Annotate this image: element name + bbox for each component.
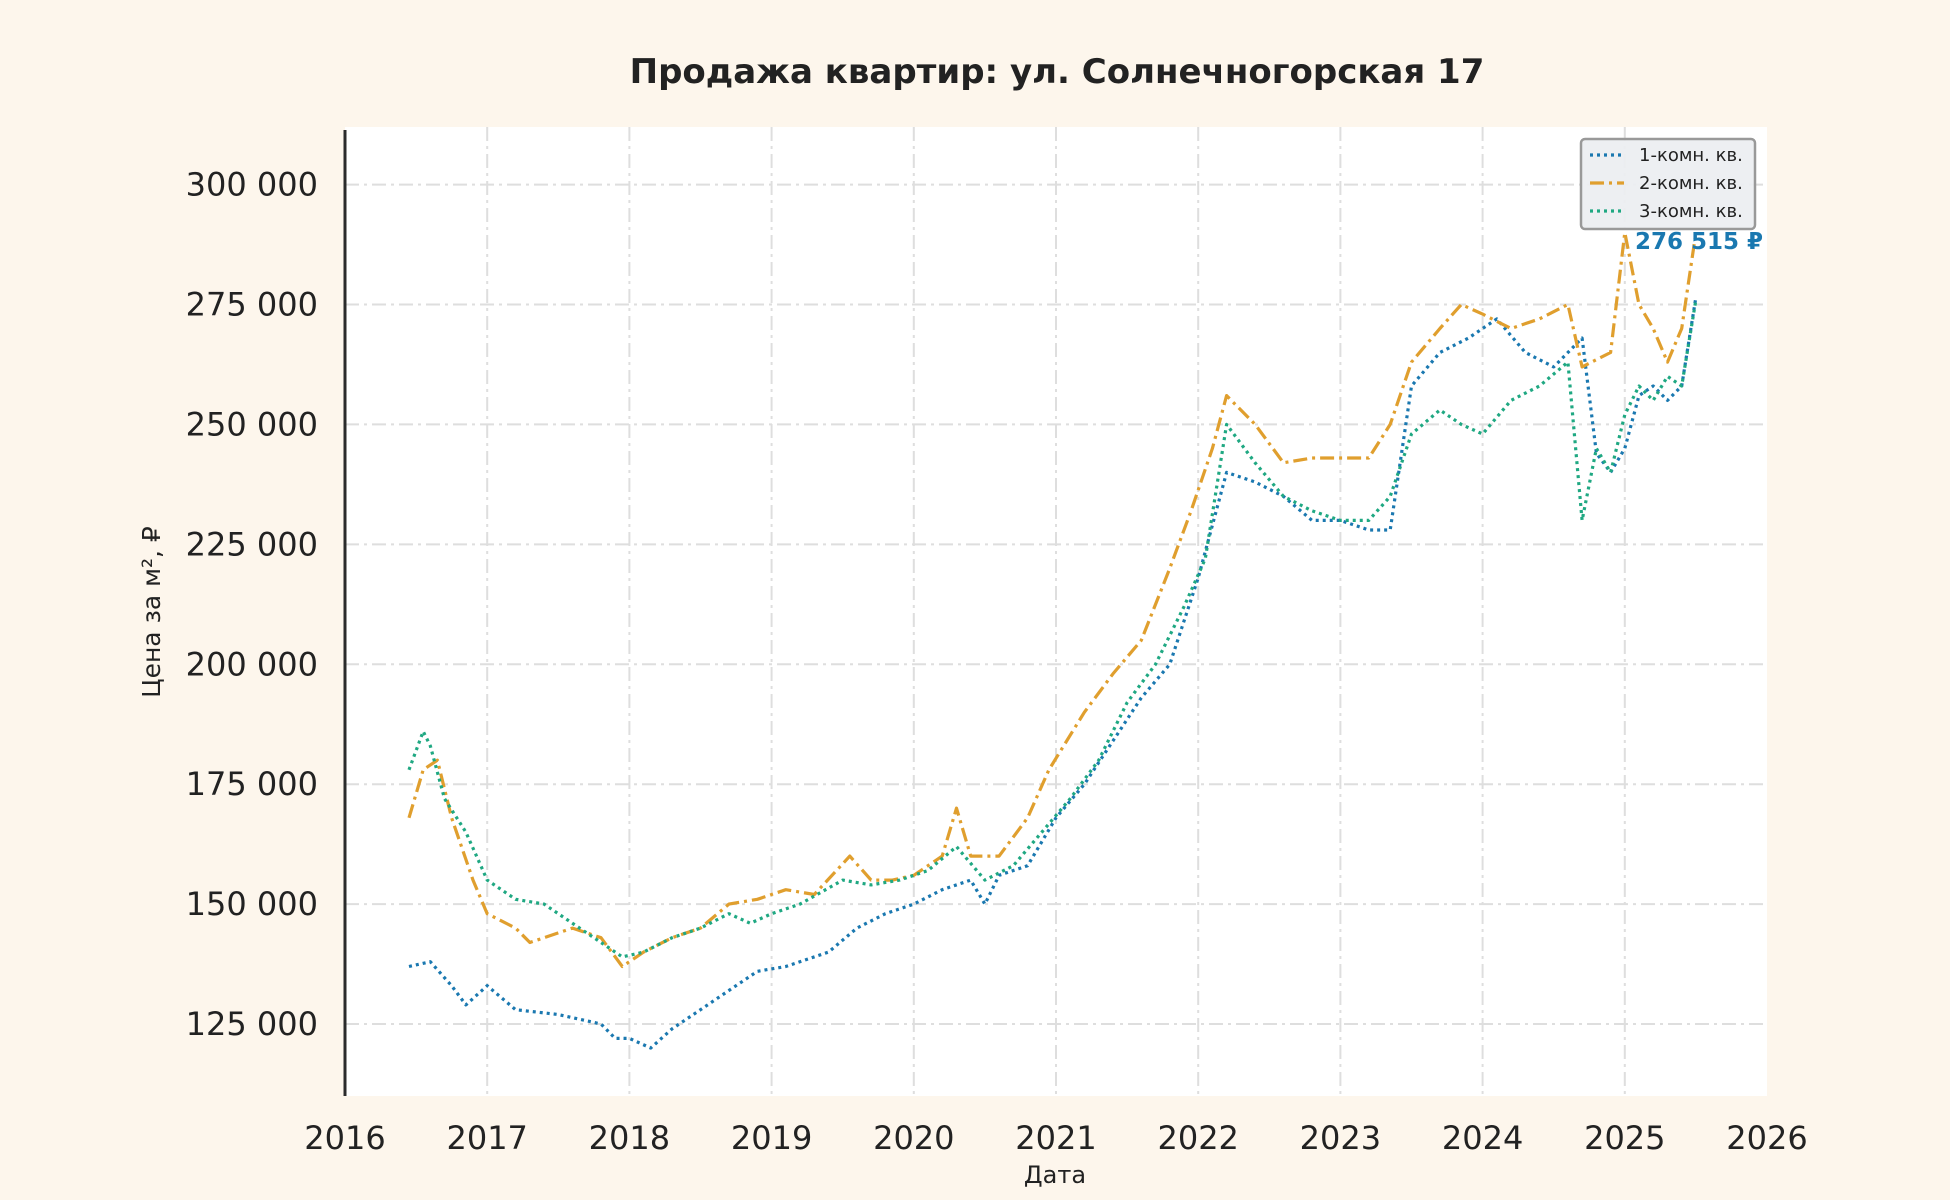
y-tick-label: 225 000	[186, 525, 318, 563]
plot-area	[345, 127, 1767, 1096]
x-axis-label: Дата	[1024, 1161, 1086, 1189]
legend-label: 3-комн. кв.	[1639, 201, 1743, 222]
y-tick-label: 200 000	[186, 645, 318, 683]
x-tick-label: 2018	[589, 1119, 670, 1157]
legend-label: 1-комн. кв.	[1639, 145, 1743, 166]
series-line-2	[407, 230, 1698, 969]
y-axis-label: Цена за м², ₽	[137, 526, 166, 698]
x-tick-label: 2023	[1300, 1119, 1381, 1157]
x-tick-label: 2017	[446, 1119, 527, 1157]
x-tick-label: 2020	[873, 1119, 954, 1157]
y-tick-labels: 125 000 150 000 175 000 200 000 225 000 250 0…	[186, 166, 318, 1043]
x-tick-label: 2026	[1726, 1119, 1807, 1157]
x-tick-label: 2019	[731, 1119, 812, 1157]
x-tick-label: 2022	[1157, 1119, 1238, 1157]
legend-box	[1579, 137, 1757, 231]
x-tick-label: 2016	[304, 1119, 385, 1157]
last-value-label: 276 515 ₽	[1635, 229, 1763, 255]
legend: 1-комн. кв. 2-комн. кв. 3-комн. кв.	[1579, 137, 1757, 231]
y-tick-label: 275 000	[186, 285, 318, 323]
y-tick-label: 125 000	[186, 1005, 318, 1043]
x-tick-label: 2024	[1442, 1119, 1523, 1157]
series-line-1	[408, 296, 1698, 1050]
series-lines	[407, 230, 1698, 1050]
legend-label: 2-комн. кв.	[1639, 173, 1743, 194]
y-tick-label: 300 000	[186, 166, 318, 204]
x-tick-label: 2025	[1584, 1119, 1665, 1157]
x-tick-label: 2021	[1015, 1119, 1096, 1157]
y-tick-label: 150 000	[186, 885, 318, 923]
grid	[345, 127, 1767, 1096]
y-tick-label: 175 000	[186, 765, 318, 803]
y-tick-label: 250 000	[186, 405, 318, 443]
x-tick-labels: 2016 2017 2018 2019 2020 2021 2022 2023 2024 2025…	[304, 1119, 1807, 1157]
series-line-3	[407, 299, 1698, 959]
chart-title: Продажа квартир: ул. Солнечногорская 17	[630, 52, 1485, 92]
